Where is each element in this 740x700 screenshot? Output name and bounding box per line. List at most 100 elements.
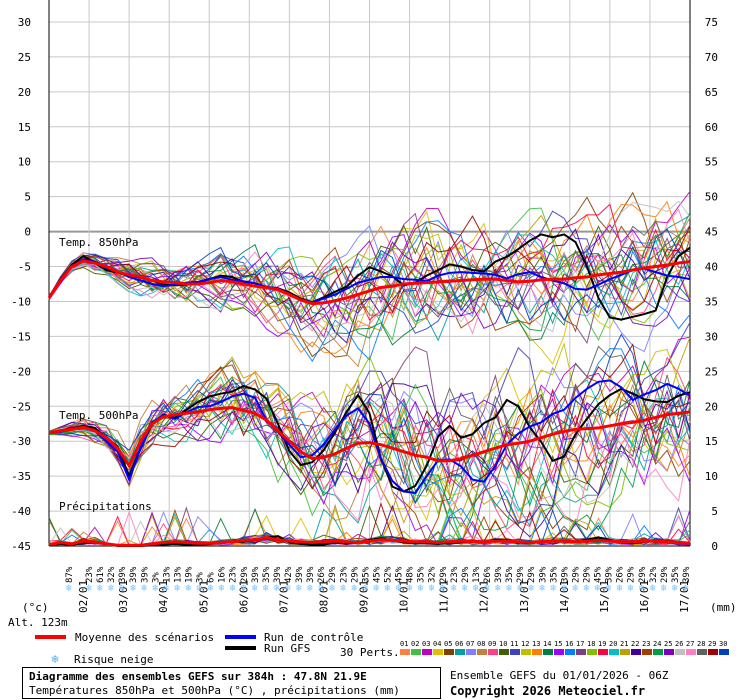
pert-swatch	[631, 649, 641, 655]
axis-labels: 302520151050-5-10-15-20-25-30-35-40-4575…	[11, 16, 718, 613]
snowflake-icon: ❄	[606, 583, 613, 594]
snowflake-icon: ❄	[130, 583, 137, 594]
pert-number: 26	[675, 640, 683, 648]
pert-number: 17	[576, 640, 584, 648]
snow-risk-value: 16%	[218, 566, 228, 583]
date-label: 16/01	[638, 580, 651, 613]
legend-perts-label: 30 Perts.	[340, 646, 400, 659]
snowflake-icon: ❄	[617, 583, 624, 594]
snow-risk-value: 45%	[594, 566, 604, 583]
pert-swatch	[499, 649, 509, 655]
chart-subtitle: Températures 850hPa et 500hPa (°C) , pré…	[29, 684, 400, 697]
snow-risk-value: 29%	[350, 566, 360, 583]
snowflake-icon: ❄	[495, 583, 502, 594]
snow-risk-value: 48%	[406, 566, 416, 583]
left-tick-label: -5	[18, 261, 31, 274]
snow-risk-value: 3%	[151, 572, 161, 583]
snow-risk-value: 29%	[660, 566, 670, 583]
pert-number: 12	[521, 640, 529, 648]
legend-mean-label: Moyenne des scénarios	[75, 631, 214, 644]
snowflake-icon: ❄	[252, 583, 259, 594]
pert-number: 21	[620, 640, 628, 648]
pert-number: 14	[543, 640, 551, 648]
snowflake-icon: ❄	[108, 583, 115, 594]
pert-number: 06	[455, 640, 463, 648]
member-line	[48, 322, 691, 479]
snow-risk-value: 35%	[549, 566, 559, 583]
right-tick-label: 20	[705, 400, 718, 413]
snowflake-icon: ❄	[595, 583, 602, 594]
snow-risk-value: 29%	[461, 566, 471, 583]
snow-risk-value: 29%	[638, 566, 648, 583]
snow-risk-value: 39%	[118, 566, 128, 583]
member-line	[48, 240, 691, 329]
snowflake-icon: ❄	[97, 583, 104, 594]
pert-number: 16	[565, 640, 573, 648]
snowflake-icon: ❄	[152, 583, 159, 594]
snow-risk-value: 23%	[229, 566, 239, 583]
snowflake-icon: ❄	[462, 583, 469, 594]
snowflake-icon: ❄	[119, 583, 126, 594]
snowflake-icon: ❄	[340, 583, 347, 594]
snow-risk-value: 23%	[450, 566, 460, 583]
snowflake-icon: ❄	[230, 583, 237, 594]
snowflake-icon: ❄	[583, 583, 590, 594]
snowflake-icon: ❄	[484, 583, 491, 594]
right-tick-label: 50	[705, 191, 718, 204]
left-tick-label: 25	[18, 51, 31, 64]
pert-swatch	[653, 649, 663, 655]
left-tick-label: 20	[18, 86, 31, 99]
pert-number: 04	[433, 640, 441, 648]
snowflake-icon: ❄	[351, 583, 358, 594]
date-label: 05/01	[197, 580, 210, 613]
pert-number: 23	[642, 640, 650, 648]
pert-swatch	[488, 649, 498, 655]
snowflake-icon: ❄	[539, 583, 546, 594]
chart-title: Diagramme des ensembles GEFS sur 384h : …	[29, 670, 367, 683]
legend: Moyenne des scénarios Run de contrôle Ru…	[35, 631, 729, 666]
left-tick-label: 15	[18, 121, 31, 134]
snow-risk-value: 61%	[96, 566, 106, 583]
snow-risk-strip: 87%❄23%❄61%❄32%❄39%❄39%❄39%❄3%❄13%❄13%❄1…	[65, 566, 692, 594]
snowflake-icon: ❄	[241, 583, 248, 594]
snowflake-icon: ❄	[197, 583, 204, 594]
snow-risk-value: 39%	[560, 566, 570, 583]
date-label: 13/01	[518, 580, 531, 613]
pert-number: 18	[587, 640, 595, 648]
right-unit-label: (mm)	[710, 601, 737, 614]
snow-risk-value: 39%	[140, 566, 150, 583]
member-line	[48, 355, 691, 516]
section-label-t850: Temp. 850hPa	[59, 236, 138, 249]
snow-risk-value: 13%	[162, 566, 172, 583]
series-t500-mean	[48, 406, 691, 469]
main-lines	[47, 233, 691, 547]
snow-risk-value: 39%	[129, 566, 139, 583]
pert-swatch	[587, 649, 597, 655]
date-label: 10/01	[398, 580, 411, 613]
pert-number: 19	[598, 640, 606, 648]
left-tick-label: 5	[24, 191, 31, 204]
snow-risk-value: 39%	[494, 566, 504, 583]
pert-swatch	[532, 649, 542, 655]
right-tick-label: 0	[711, 540, 718, 553]
pert-swatch	[554, 649, 564, 655]
series-t850-mean	[47, 259, 691, 306]
right-tick-label: 65	[705, 86, 718, 99]
copyright: Copyright 2026 Meteociel.fr	[450, 684, 646, 698]
date-label: 02/01	[77, 580, 90, 613]
pert-swatch	[576, 649, 586, 655]
snow-risk-value: 39%	[538, 566, 548, 583]
member-line	[48, 400, 691, 528]
right-tick-label: 45	[705, 226, 718, 239]
snowflake-icon: ❄	[384, 583, 391, 594]
left-tick-label: -35	[11, 470, 31, 483]
snowflake-icon: ❄	[51, 652, 58, 666]
date-label: 09/01	[358, 580, 371, 613]
date-label: 12/01	[478, 580, 491, 613]
pert-number: 15	[554, 640, 562, 648]
snowflake-icon: ❄	[661, 583, 668, 594]
left-tick-label: 10	[18, 156, 31, 169]
snowflake-icon: ❄	[163, 583, 170, 594]
member-line	[48, 381, 691, 487]
